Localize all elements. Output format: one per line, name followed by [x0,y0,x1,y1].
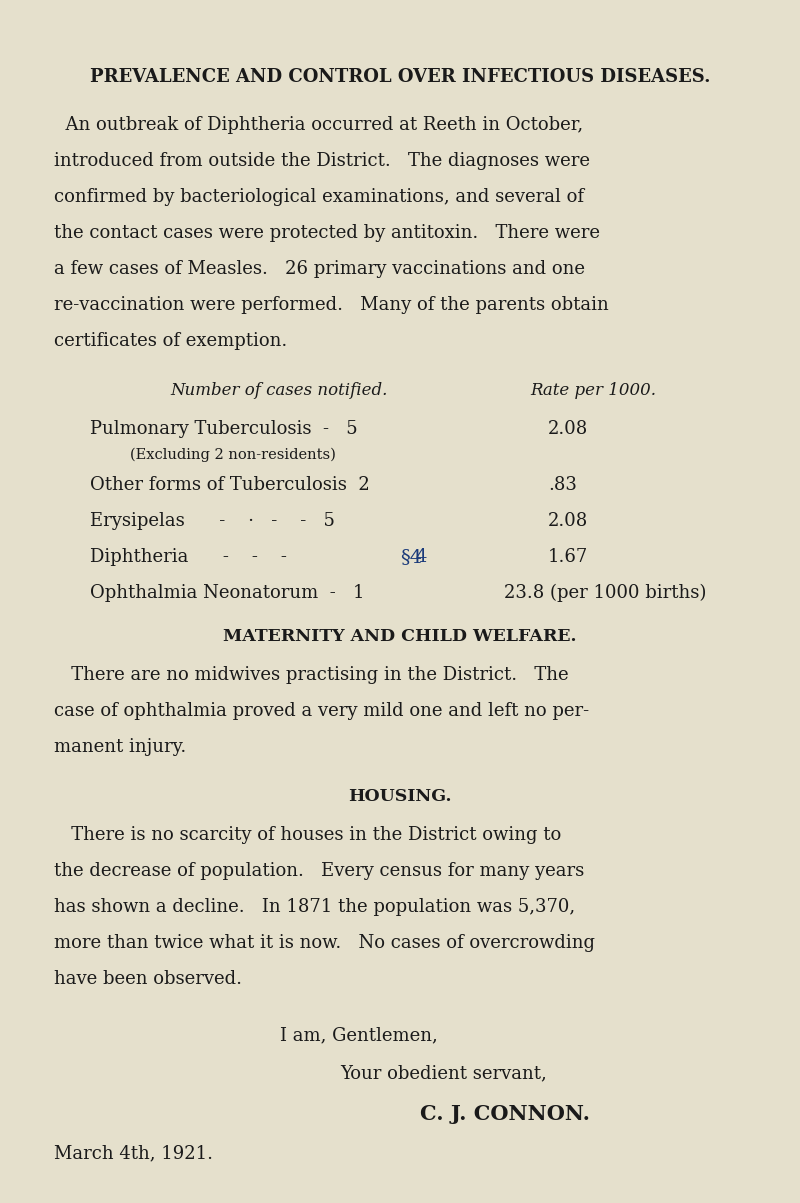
Text: introduced from outside the District.   The diagnoses were: introduced from outside the District. Th… [54,152,590,170]
Text: Erysipelas      -    ·   -    -   5: Erysipelas - · - - 5 [90,512,335,531]
Text: Ophthalmia Neonatorum  -   1: Ophthalmia Neonatorum - 1 [90,583,365,602]
Text: a few cases of Measles.   26 primary vaccinations and one: a few cases of Measles. 26 primary vacci… [54,260,585,278]
Text: Pulmonary Tuberculosis  -   5: Pulmonary Tuberculosis - 5 [90,420,358,438]
Text: have been observed.: have been observed. [54,970,242,988]
Text: Number of cases notified.: Number of cases notified. [170,383,387,399]
Text: manent injury.: manent injury. [54,737,186,755]
Text: HOUSING.: HOUSING. [348,788,452,805]
Text: the contact cases were protected by antitoxin.   There were: the contact cases were protected by anti… [54,224,600,242]
Text: 23.8 (per 1000 births): 23.8 (per 1000 births) [504,583,706,603]
Text: MATERNITY AND CHILD WELFARE.: MATERNITY AND CHILD WELFARE. [223,628,577,645]
Text: case of ophthalmia proved a very mild one and left no per-: case of ophthalmia proved a very mild on… [54,703,589,721]
Text: March 4th, 1921.: March 4th, 1921. [54,1144,213,1162]
Text: certificates of exemption.: certificates of exemption. [54,332,287,350]
Text: .83: .83 [548,476,577,494]
Text: There is no scarcity of houses in the District owing to: There is no scarcity of houses in the Di… [54,826,562,845]
Text: An outbreak of Diphtheria occurred at Reeth in October,: An outbreak of Diphtheria occurred at Re… [54,115,583,134]
Text: Other forms of Tuberculosis  2: Other forms of Tuberculosis 2 [90,476,370,494]
Text: I am, Gentlemen,: I am, Gentlemen, [280,1026,438,1044]
Text: 2.08: 2.08 [548,512,588,531]
Text: PREVALENCE AND CONTROL OVER INFECTIOUS DISEASES.: PREVALENCE AND CONTROL OVER INFECTIOUS D… [90,69,710,85]
Text: §4: §4 [400,549,422,565]
Text: (Excluding 2 non-residents): (Excluding 2 non-residents) [130,448,336,462]
Text: 2.08: 2.08 [548,420,588,438]
Text: Diphtheria      -    -    -: Diphtheria - - - [90,549,298,565]
Text: C. J. CONNON.: C. J. CONNON. [420,1104,590,1124]
Text: the decrease of population.   Every census for many years: the decrease of population. Every census… [54,863,584,881]
Text: There are no midwives practising in the District.   The: There are no midwives practising in the … [54,666,569,685]
Text: has shown a decline.   In 1871 the population was 5,370,: has shown a decline. In 1871 the populat… [54,897,575,915]
Text: more than twice what it is now.   No cases of overcrowding: more than twice what it is now. No cases… [54,934,595,952]
Text: Your obedient servant,: Your obedient servant, [340,1063,546,1081]
Text: 1.67: 1.67 [548,549,588,565]
Text: 4: 4 [415,549,426,565]
Text: Rate per 1000.: Rate per 1000. [530,383,656,399]
Text: confirmed by bacteriological examinations, and several of: confirmed by bacteriological examination… [54,188,584,206]
Text: re-vaccination were performed.   Many of the parents obtain: re-vaccination were performed. Many of t… [54,296,609,314]
